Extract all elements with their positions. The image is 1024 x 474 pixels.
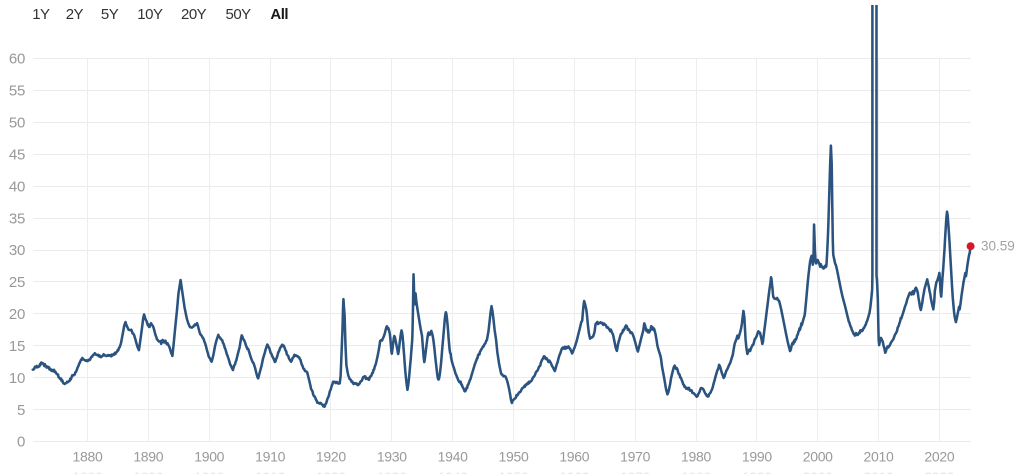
svg-text:1890: 1890 bbox=[133, 469, 163, 474]
svg-text:1900: 1900 bbox=[194, 469, 224, 474]
svg-text:2Y: 2Y bbox=[66, 6, 84, 23]
svg-text:1910: 1910 bbox=[255, 469, 285, 474]
svg-text:25: 25 bbox=[9, 274, 25, 291]
svg-text:50: 50 bbox=[9, 115, 25, 132]
svg-text:1920: 1920 bbox=[316, 469, 346, 474]
svg-text:1930: 1930 bbox=[377, 469, 407, 474]
svg-text:20: 20 bbox=[9, 306, 25, 323]
svg-text:1960: 1960 bbox=[559, 469, 589, 474]
svg-text:1940: 1940 bbox=[438, 469, 468, 474]
svg-text:2010: 2010 bbox=[864, 449, 894, 465]
svg-text:1880: 1880 bbox=[73, 469, 103, 474]
svg-text:1900: 1900 bbox=[194, 449, 224, 465]
svg-text:50Y: 50Y bbox=[225, 6, 251, 23]
svg-text:1990: 1990 bbox=[742, 469, 772, 474]
svg-text:1890: 1890 bbox=[133, 449, 163, 465]
svg-text:1920: 1920 bbox=[316, 449, 346, 465]
svg-text:1970: 1970 bbox=[620, 449, 650, 465]
svg-text:1970: 1970 bbox=[620, 469, 650, 474]
svg-text:2000: 2000 bbox=[803, 469, 833, 474]
svg-text:55: 55 bbox=[9, 83, 25, 100]
svg-text:2010: 2010 bbox=[864, 469, 894, 474]
svg-text:5Y: 5Y bbox=[101, 6, 119, 23]
svg-text:5: 5 bbox=[17, 402, 25, 419]
svg-text:35: 35 bbox=[9, 210, 25, 227]
svg-text:1Y: 1Y bbox=[32, 6, 50, 23]
svg-text:1880: 1880 bbox=[73, 449, 103, 465]
svg-text:1910: 1910 bbox=[255, 449, 285, 465]
svg-text:1990: 1990 bbox=[742, 449, 772, 465]
svg-text:40: 40 bbox=[9, 178, 25, 195]
svg-text:10Y: 10Y bbox=[137, 6, 163, 23]
svg-text:20Y: 20Y bbox=[181, 6, 207, 23]
svg-text:1940: 1940 bbox=[438, 449, 468, 465]
svg-text:2020: 2020 bbox=[924, 469, 954, 474]
svg-text:45: 45 bbox=[9, 147, 25, 164]
svg-text:30: 30 bbox=[9, 242, 25, 259]
svg-text:10: 10 bbox=[9, 370, 25, 387]
svg-text:2000: 2000 bbox=[803, 449, 833, 465]
svg-text:1950: 1950 bbox=[499, 469, 529, 474]
svg-text:0: 0 bbox=[17, 434, 25, 451]
svg-text:All: All bbox=[270, 6, 288, 23]
svg-text:1950: 1950 bbox=[499, 449, 529, 465]
svg-text:1980: 1980 bbox=[681, 449, 711, 465]
svg-text:1980: 1980 bbox=[681, 469, 711, 474]
svg-text:15: 15 bbox=[9, 338, 25, 355]
svg-text:30.59: 30.59 bbox=[981, 239, 1015, 254]
svg-text:2020: 2020 bbox=[924, 449, 954, 465]
svg-text:1930: 1930 bbox=[377, 449, 407, 465]
svg-text:60: 60 bbox=[9, 51, 25, 68]
svg-text:1960: 1960 bbox=[559, 449, 589, 465]
